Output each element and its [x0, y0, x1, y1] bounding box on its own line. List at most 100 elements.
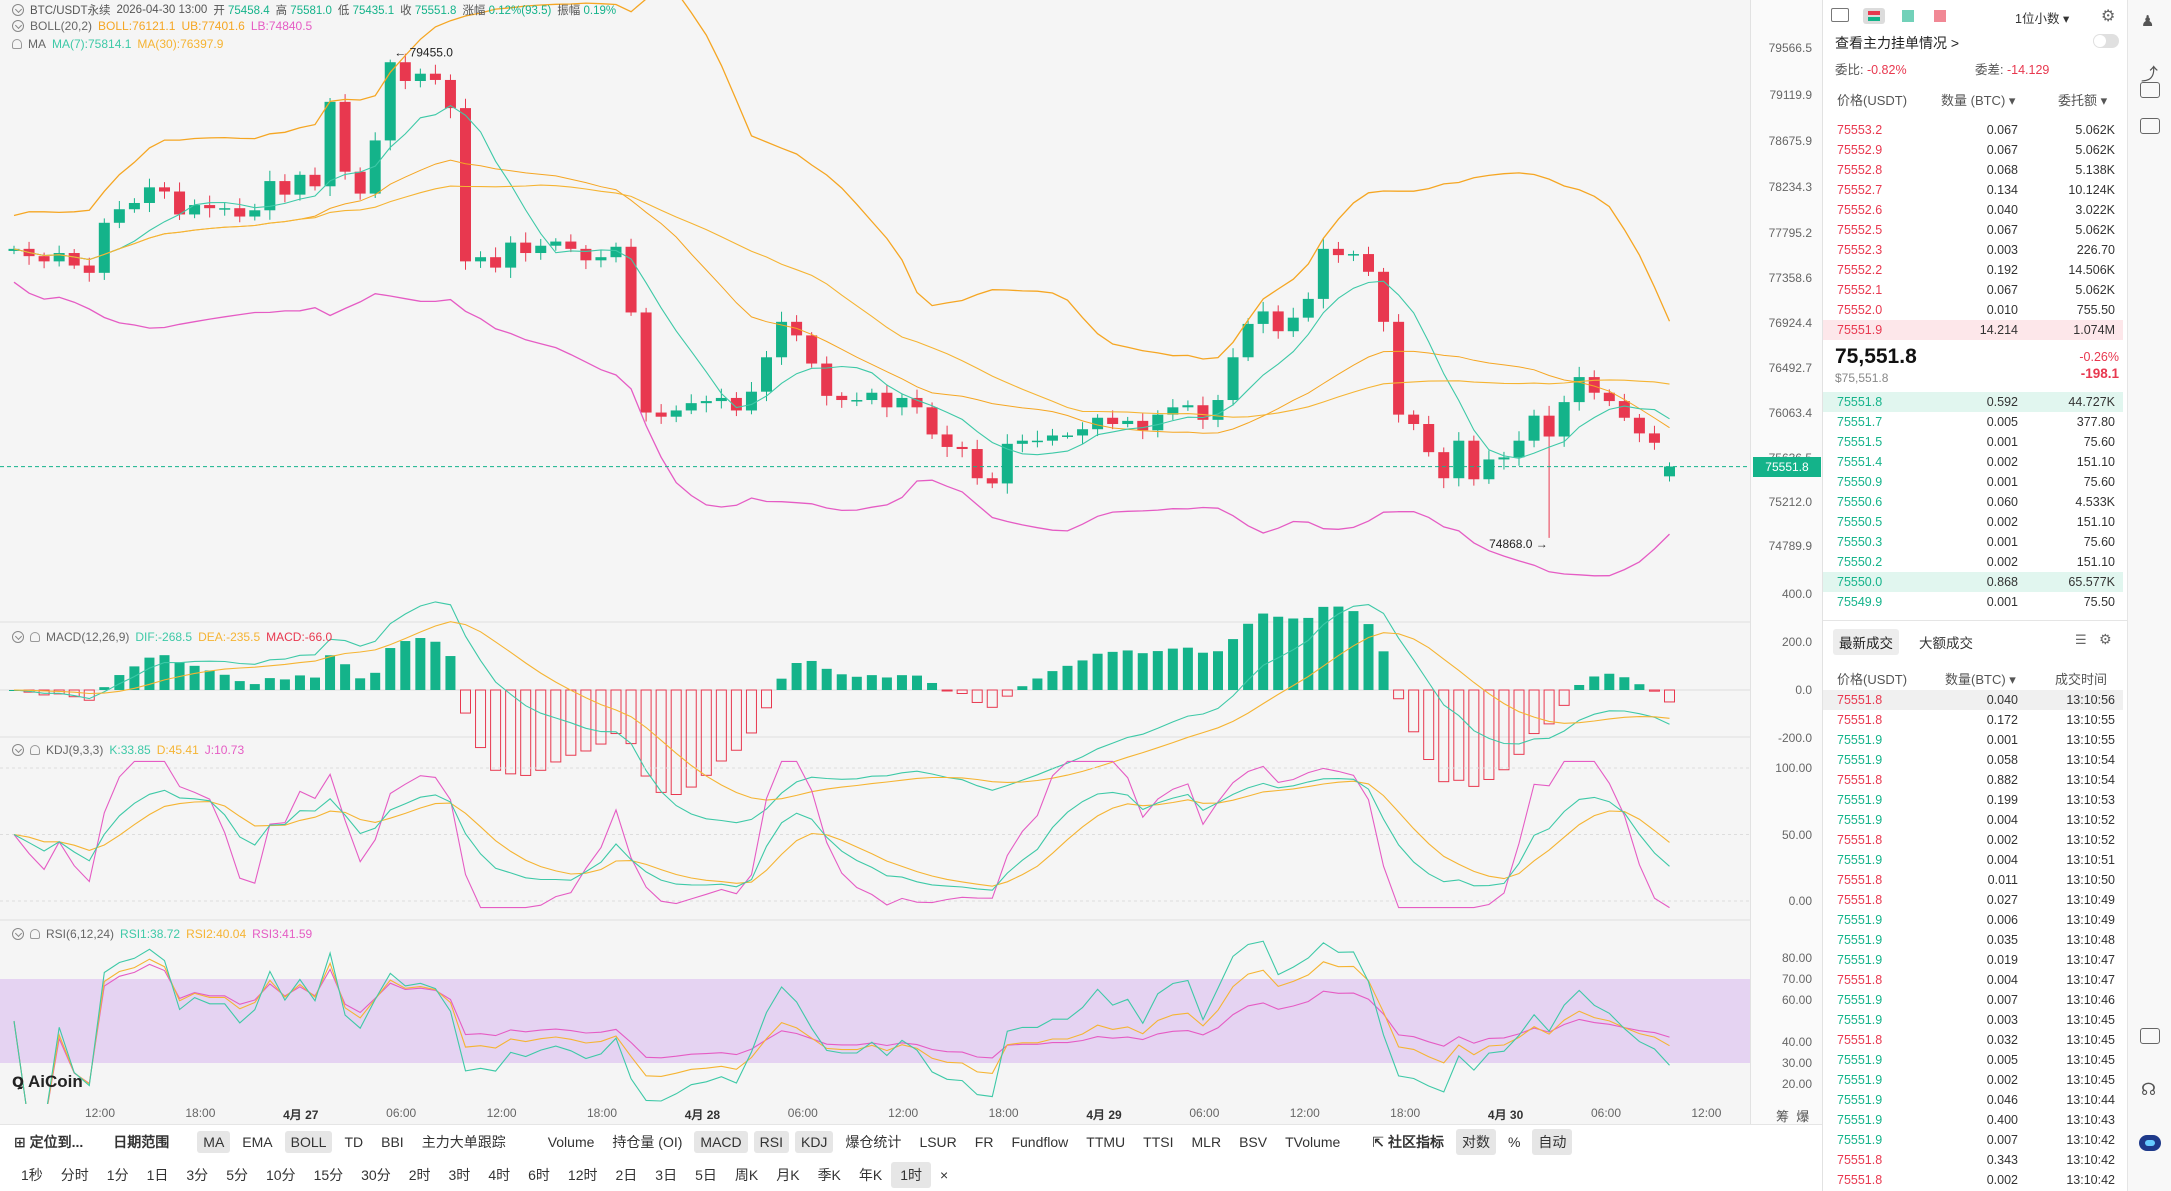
col-amount[interactable]: 数量 (BTC) ▾ [1941, 93, 2016, 108]
trade-col-amount[interactable]: 数量(BTC) ▾ [1945, 672, 2016, 687]
bell-icon[interactable] [30, 929, 40, 939]
collapse-icon[interactable] [12, 4, 24, 16]
boll-legend[interactable]: BOLL(20,2) BOLL:76121.1 UB:77401.6 LB:74… [12, 19, 312, 33]
book-asks-icon[interactable] [1931, 8, 1949, 24]
bid-row[interactable]: 75551.5 0.001 75.60 [1837, 435, 2115, 449]
main-orders-link[interactable]: 查看主力挂单情况 > [1835, 35, 1960, 51]
sub-indicator-tvolume[interactable]: TVolume [1285, 1133, 1341, 1150]
trade-row[interactable]: 75551.9 0.019 13:10:47 [1837, 953, 2115, 967]
bid-row[interactable]: 75550.2 0.002 151.10 [1837, 555, 2115, 569]
ask-row[interactable]: 75552.5 0.067 5.062K [1837, 223, 2115, 237]
period-10分[interactable]: 10分 [265, 1166, 296, 1183]
trade-row[interactable]: 75551.9 0.035 13:10:48 [1837, 933, 2115, 947]
ask-row[interactable]: 75552.8 0.068 5.138K [1837, 163, 2115, 177]
gear-icon[interactable]: ⚙ [2101, 8, 2116, 25]
close-icon[interactable]: × [940, 1166, 949, 1183]
bid-row[interactable]: 75550.0 0.868 65.577K [1823, 572, 2123, 592]
ask-row[interactable]: 75552.0 0.010 755.50 [1837, 303, 2115, 317]
trade-row[interactable]: 75551.9 0.046 13:10:44 [1837, 1093, 2115, 1107]
trend-icon[interactable]: ⤴ [2141, 65, 2158, 84]
collapse-icon[interactable] [12, 744, 24, 756]
price-axis[interactable]: 79566.5 79119.9 78675.9 78234.3 77795.2 77358… [1750, 0, 1822, 1124]
sub-indicator-kdj[interactable]: KDJ [794, 1130, 834, 1153]
sub-indicator-ttsi[interactable]: TTSI [1143, 1133, 1174, 1150]
sub-indicator-macd[interactable]: MACD [694, 1130, 748, 1153]
indicator-主力大单跟踪[interactable]: 主力大单跟踪 [421, 1133, 506, 1150]
bell-icon[interactable] [30, 632, 40, 642]
trade-row[interactable]: 75551.9 0.007 13:10:46 [1837, 993, 2115, 1007]
trade-row[interactable]: 75551.9 0.002 13:10:45 [1837, 1073, 2115, 1087]
period-季K[interactable]: 季K [817, 1166, 841, 1183]
indicator-boll[interactable]: BOLL [284, 1130, 333, 1153]
trade-row[interactable]: 75551.8 0.004 13:10:47 [1837, 973, 2115, 987]
trade-row[interactable]: 75551.8 0.040 13:10:56 [1823, 690, 2123, 710]
period-年K[interactable]: 年K [858, 1166, 883, 1183]
period-1秒[interactable]: 1秒 [21, 1166, 43, 1183]
macd-legend[interactable]: MACD(12,26,9) DIF:-268.5 DEA:-235.5 MACD… [12, 630, 332, 644]
bell-icon[interactable] [30, 745, 40, 755]
sub-indicator-fr[interactable]: FR [974, 1133, 994, 1150]
trade-row[interactable]: 75551.9 0.001 13:10:55 [1837, 733, 2115, 747]
bot-icon[interactable] [2139, 1135, 2161, 1151]
ask-row[interactable]: 75552.7 0.134 10.124K [1837, 183, 2115, 197]
user-icon[interactable]: ♟ [2141, 13, 2155, 30]
locate-button[interactable]: ⊞ 定位到... [14, 1133, 84, 1150]
trade-row[interactable]: 75551.9 0.007 13:10:42 [1837, 1133, 2115, 1147]
ask-row[interactable]: 75552.9 0.067 5.062K [1837, 143, 2115, 157]
period-12时[interactable]: 12时 [567, 1166, 598, 1183]
period-4时[interactable]: 4时 [488, 1166, 511, 1183]
panel-icon[interactable] [2140, 118, 2160, 134]
tab-large-trades[interactable]: 大额成交 [1919, 636, 1973, 651]
community-indicator-button[interactable]: ⇱ 社区指标 [1372, 1133, 1444, 1150]
sub-indicator-fundflow[interactable]: Fundflow [1011, 1133, 1069, 1150]
trade-row[interactable]: 75551.9 0.400 13:10:43 [1837, 1113, 2115, 1127]
period-1分[interactable]: 1分 [106, 1166, 129, 1183]
precision-select[interactable]: 1位小数 ▾ [2015, 12, 2070, 26]
sub-indicator-持仓量 (oi)[interactable]: 持仓量 (OI) [612, 1133, 683, 1150]
bid-row[interactable]: 75551.7 0.005 377.80 [1837, 415, 2115, 429]
trade-row[interactable]: 75551.8 0.002 13:10:52 [1837, 833, 2115, 847]
kdj-legend[interactable]: KDJ(9,3,3) K:33.85 D:45.41 J:10.73 [12, 743, 244, 757]
sub-indicator-bsv[interactable]: BSV [1239, 1133, 1268, 1150]
period-1时[interactable]: 1时 [891, 1161, 932, 1188]
ask-row[interactable]: 75551.9 14.214 1.074M [1823, 320, 2123, 340]
tab-latest-trades[interactable]: 最新成交 [1833, 629, 1899, 655]
period-2日[interactable]: 2日 [615, 1166, 638, 1183]
auto-scale-button[interactable]: 自动 [1532, 1128, 1573, 1155]
book-bids-icon[interactable] [1899, 8, 1917, 24]
period-3时[interactable]: 3时 [448, 1166, 471, 1183]
sub-indicator-rsi[interactable]: RSI [753, 1130, 789, 1153]
collapse-icon[interactable] [12, 631, 24, 643]
date-range-button[interactable]: 日期范围 [113, 1133, 170, 1150]
bid-row[interactable]: 75550.3 0.001 75.60 [1837, 535, 2115, 549]
filter-icon[interactable]: ☰ [2075, 632, 2087, 647]
bid-row[interactable]: 75551.8 0.592 44.727K [1823, 392, 2123, 412]
trade-row[interactable]: 75551.9 0.005 13:10:45 [1837, 1053, 2115, 1067]
collapse-icon[interactable] [12, 928, 24, 940]
period-5日[interactable]: 5日 [695, 1166, 717, 1183]
trade-row[interactable]: 75551.8 0.027 13:10:49 [1837, 893, 2115, 907]
period-周K[interactable]: 周K [734, 1166, 759, 1183]
chart-area[interactable]: ← 79455.0 74868.0 → BTC/USDT永续 2026-04-30… [0, 0, 1822, 1124]
toggle-switch[interactable] [2093, 34, 2119, 48]
ask-row[interactable]: 75552.3 0.003 226.70 [1837, 243, 2115, 257]
period-30分[interactable]: 30分 [361, 1166, 391, 1183]
trade-row[interactable]: 75551.8 0.011 13:10:50 [1837, 873, 2115, 887]
trade-row[interactable]: 75551.9 0.058 13:10:54 [1837, 753, 2115, 767]
indicator-td[interactable]: TD [344, 1133, 364, 1150]
indicator-bbi[interactable]: BBI [381, 1133, 404, 1150]
ma-legend[interactable]: MA MA(7):75814.1 MA(30):76397.9 [12, 37, 223, 51]
trade-row[interactable]: 75551.8 0.172 13:10:55 [1837, 713, 2115, 727]
sub-indicator-ttmu[interactable]: TTMU [1086, 1133, 1126, 1150]
collapse-icon[interactable] [12, 20, 24, 32]
axis-corner[interactable]: 筹 爆 [1776, 1109, 1810, 1124]
trade-row[interactable]: 75551.9 0.004 13:10:52 [1837, 813, 2115, 827]
ask-row[interactable]: 75552.1 0.067 5.062K [1837, 283, 2115, 297]
period-分时[interactable]: 分时 [60, 1166, 89, 1183]
book-both-icon[interactable] [1863, 8, 1885, 24]
bid-row[interactable]: 75549.9 0.001 75.50 [1837, 595, 2115, 609]
trade-row[interactable]: 75551.8 0.882 13:10:54 [1837, 773, 2115, 787]
indicator-ma[interactable]: MA [197, 1130, 231, 1153]
trade-row[interactable]: 75551.9 0.006 13:10:49 [1837, 913, 2115, 927]
period-15分[interactable]: 15分 [313, 1166, 344, 1183]
